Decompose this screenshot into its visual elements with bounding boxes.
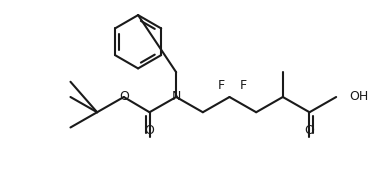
Text: N: N (171, 90, 181, 104)
Text: OH: OH (350, 90, 368, 104)
Text: F: F (217, 79, 224, 92)
Text: F: F (239, 79, 247, 92)
Text: O: O (119, 90, 129, 104)
Text: O: O (305, 124, 314, 137)
Text: O: O (145, 124, 155, 137)
